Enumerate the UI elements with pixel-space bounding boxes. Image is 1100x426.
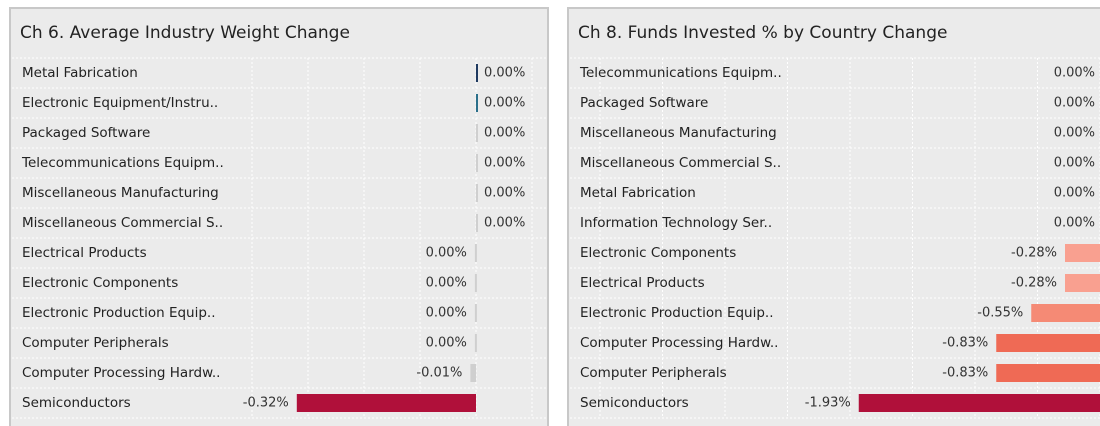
category-label: Computer Peripherals — [22, 335, 169, 351]
bar — [476, 214, 478, 232]
bar — [296, 394, 476, 412]
category-label: Electronic Production Equip.. — [580, 305, 774, 321]
category-label: Semiconductors — [22, 395, 131, 411]
bar — [476, 154, 478, 172]
value-label: 0.00% — [426, 336, 467, 351]
category-label: Miscellaneous Manufacturing — [580, 125, 777, 141]
chart-panel: Ch 6. Average Industry Weight Change Meta… — [9, 7, 549, 426]
bar — [996, 364, 1100, 382]
value-label: -0.83% — [942, 366, 988, 381]
value-label: 0.00% — [484, 126, 525, 141]
category-label: Miscellaneous Commercial S.. — [22, 215, 223, 231]
value-label: -0.83% — [942, 336, 988, 351]
category-label: Miscellaneous Manufacturing — [22, 185, 219, 201]
bar — [858, 394, 1100, 412]
chart-panel: Ch 8. Funds Invested % by Country Change… — [567, 7, 1100, 426]
panel-background — [9, 7, 549, 426]
value-label: 0.00% — [484, 66, 525, 81]
category-label: Packaged Software — [22, 125, 150, 141]
category-label: Electrical Products — [22, 245, 147, 261]
bar — [474, 334, 477, 352]
value-label: 0.00% — [484, 96, 525, 111]
value-label: -0.32% — [243, 396, 289, 411]
value-label: 0.00% — [1054, 216, 1095, 231]
value-label: -0.28% — [1011, 276, 1057, 291]
category-label: Electrical Products — [580, 275, 705, 291]
value-label: -1.93% — [805, 396, 851, 411]
value-label: 0.00% — [484, 216, 525, 231]
bar — [474, 304, 477, 322]
value-label: -0.55% — [977, 306, 1023, 321]
category-label: Metal Fabrication — [580, 185, 696, 201]
category-label: Metal Fabrication — [22, 65, 138, 81]
bar — [1065, 244, 1100, 262]
value-label: 0.00% — [484, 186, 525, 201]
bar — [996, 334, 1100, 352]
value-label: -0.28% — [1011, 246, 1057, 261]
bar — [474, 274, 477, 292]
category-label: Electronic Components — [22, 275, 178, 291]
category-label: Packaged Software — [580, 95, 708, 111]
bar — [476, 94, 478, 112]
category-label: Miscellaneous Commercial S.. — [580, 155, 781, 171]
value-label: 0.00% — [1054, 156, 1095, 171]
value-label: 0.00% — [1054, 186, 1095, 201]
chart-title: Ch 8. Funds Invested % by Country Change — [578, 23, 947, 43]
panel-background — [567, 7, 1100, 426]
value-label: 0.00% — [484, 156, 525, 171]
value-label: 0.00% — [426, 276, 467, 291]
category-label: Computer Processing Hardw.. — [580, 335, 778, 351]
value-label: 0.00% — [426, 306, 467, 321]
category-label: Electronic Production Equip.. — [22, 305, 216, 321]
bar — [1065, 274, 1100, 292]
category-label: Computer Processing Hardw.. — [22, 365, 220, 381]
bar — [470, 364, 476, 382]
value-label: 0.00% — [1054, 66, 1095, 81]
bar — [1031, 304, 1100, 322]
bar — [476, 124, 478, 142]
category-label: Computer Peripherals — [580, 365, 727, 381]
bar — [476, 64, 478, 82]
category-label: Information Technology Ser.. — [580, 215, 772, 231]
value-label: 0.00% — [1054, 126, 1095, 141]
category-label: Telecommunications Equipm.. — [21, 155, 224, 171]
category-label: Electronic Equipment/Instru.. — [22, 95, 218, 111]
value-label: 0.00% — [426, 246, 467, 261]
chart-title: Ch 6. Average Industry Weight Change — [20, 23, 350, 43]
bar — [474, 244, 477, 262]
value-label: -0.01% — [416, 366, 462, 381]
category-label: Electronic Components — [580, 245, 736, 261]
bar — [476, 184, 478, 202]
category-label: Semiconductors — [580, 395, 689, 411]
category-label: Telecommunications Equipm.. — [579, 65, 782, 81]
value-label: 0.00% — [1054, 96, 1095, 111]
